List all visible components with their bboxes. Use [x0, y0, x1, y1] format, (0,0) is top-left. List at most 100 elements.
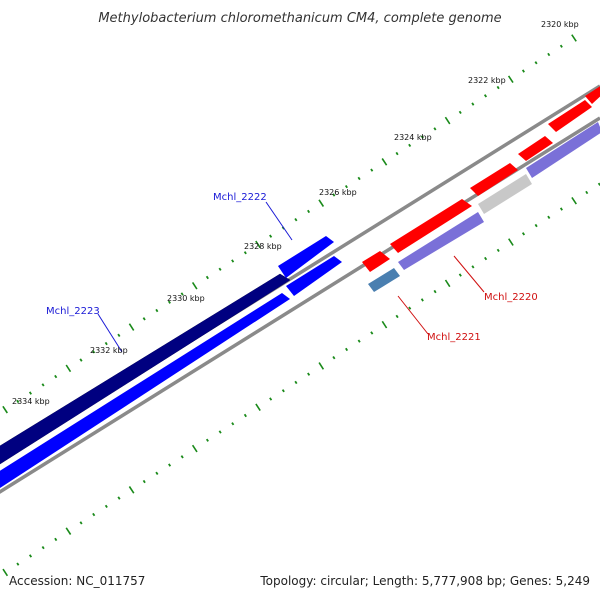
minor-tick [205, 438, 209, 442]
major-tick [444, 116, 451, 125]
minor-tick [79, 358, 83, 362]
minor-tick [395, 314, 399, 319]
map-title: Methylobacterium chloromethanicum CM4, c… [98, 11, 501, 26]
minor-tick [243, 251, 247, 255]
minor-tick [294, 380, 298, 385]
minor-tick [357, 176, 361, 181]
gene-label-mchl-2222: Mchl_2222 [213, 192, 267, 203]
minor-tick [218, 267, 222, 271]
gene-mchl-2222-feature [278, 236, 334, 278]
gene-mchl-2221-feature [362, 251, 390, 272]
minor-tick [54, 374, 58, 379]
gene-mchl-2220-feature-a [390, 199, 472, 253]
minor-tick [357, 339, 361, 343]
minor-tick [16, 399, 20, 404]
minor-tick [307, 372, 311, 376]
minor-tick [307, 209, 311, 214]
minor-tick [559, 44, 563, 48]
reverse-genes [0, 236, 342, 488]
major-tick [444, 279, 451, 288]
minor-tick [420, 135, 424, 139]
minor-tick [496, 248, 500, 252]
gene-mchl-2223-feature [0, 273, 291, 465]
minor-tick [395, 151, 399, 156]
minor-tick [28, 554, 33, 558]
minor-tick [205, 275, 209, 280]
tick-label-2322: 2322 kbp [468, 76, 506, 85]
minor-tick [269, 397, 273, 401]
minor-tick [534, 61, 538, 65]
minor-tick [117, 496, 121, 500]
major-tick [128, 323, 135, 331]
minor-tick [534, 223, 538, 228]
minor-tick [496, 85, 500, 90]
topology-text: Topology: circular; Length: 5,777,908 bp… [260, 574, 590, 588]
minor-tick [458, 273, 462, 277]
major-tick [381, 320, 388, 329]
major-tick [65, 364, 72, 373]
minor-tick [332, 193, 336, 197]
gene-mchl-2223-cds [0, 293, 290, 488]
minor-tick [433, 127, 437, 131]
tick-label-2320: 2320 kbp [541, 20, 579, 29]
forward-genes [362, 86, 600, 292]
label-leader-mchl-2222 [265, 201, 293, 241]
minor-tick [168, 463, 172, 467]
minor-tick [142, 317, 146, 321]
minor-tick [218, 430, 222, 434]
gene-mchl-2222-cds [286, 256, 342, 296]
major-tick [128, 486, 135, 494]
gene-mchl-2221-cds [368, 268, 400, 292]
gene-label-mchl-2221: Mchl_2221 [427, 332, 481, 343]
gene-mchl-2220-feature-b [470, 163, 518, 196]
label-leader-mchl-2220 [453, 255, 485, 293]
minor-tick [471, 265, 475, 269]
minor-tick [344, 185, 348, 189]
minor-tick [408, 143, 412, 147]
minor-tick [231, 259, 235, 263]
minor-tick [484, 256, 488, 261]
accession-text: Accession: NC_011757 [9, 574, 146, 588]
label-leader-mchl-2223 [97, 313, 123, 353]
minor-tick [155, 471, 159, 475]
minor-tick [521, 69, 525, 73]
minor-tick [54, 537, 58, 542]
minor-tick [408, 306, 412, 310]
minor-tick [370, 168, 374, 172]
minor-tick [332, 356, 336, 360]
tick-label-2334: 2334 kbp [12, 397, 50, 406]
label-leader-mchl-2221 [397, 295, 429, 335]
major-tick [508, 238, 514, 246]
minor-tick [585, 190, 589, 195]
major-tick [2, 405, 8, 414]
minor-tick [243, 413, 247, 418]
gene-label-mchl-2223: Mchl_2223 [46, 306, 100, 317]
gene-mchl-2220-feature-d [548, 100, 592, 132]
minor-tick [92, 512, 96, 517]
minor-tick [294, 218, 298, 222]
minor-tick [104, 341, 108, 346]
gene-mchl-2220-feature-c [518, 136, 553, 161]
major-tick [255, 240, 261, 249]
minor-tick [117, 333, 121, 337]
gene-mchl-2220-cds-a [398, 212, 484, 270]
minor-tick [41, 546, 45, 550]
minor-tick [281, 389, 285, 393]
minor-tick [79, 521, 83, 525]
major-tick [381, 158, 388, 166]
minor-tick [471, 102, 475, 106]
major-tick [318, 362, 325, 370]
minor-tick [155, 308, 159, 313]
minor-tick [483, 94, 488, 98]
minor-tick [521, 232, 526, 236]
minor-tick [345, 347, 349, 352]
minor-tick [269, 234, 273, 238]
tick-label-2328: 2328 kbp [244, 242, 282, 251]
major-tick [571, 196, 577, 205]
minor-tick [458, 110, 462, 114]
minor-tick [547, 52, 551, 57]
gene-mchl-2220-feature-e [585, 86, 600, 104]
minor-tick [231, 422, 235, 426]
major-tick [65, 527, 72, 535]
